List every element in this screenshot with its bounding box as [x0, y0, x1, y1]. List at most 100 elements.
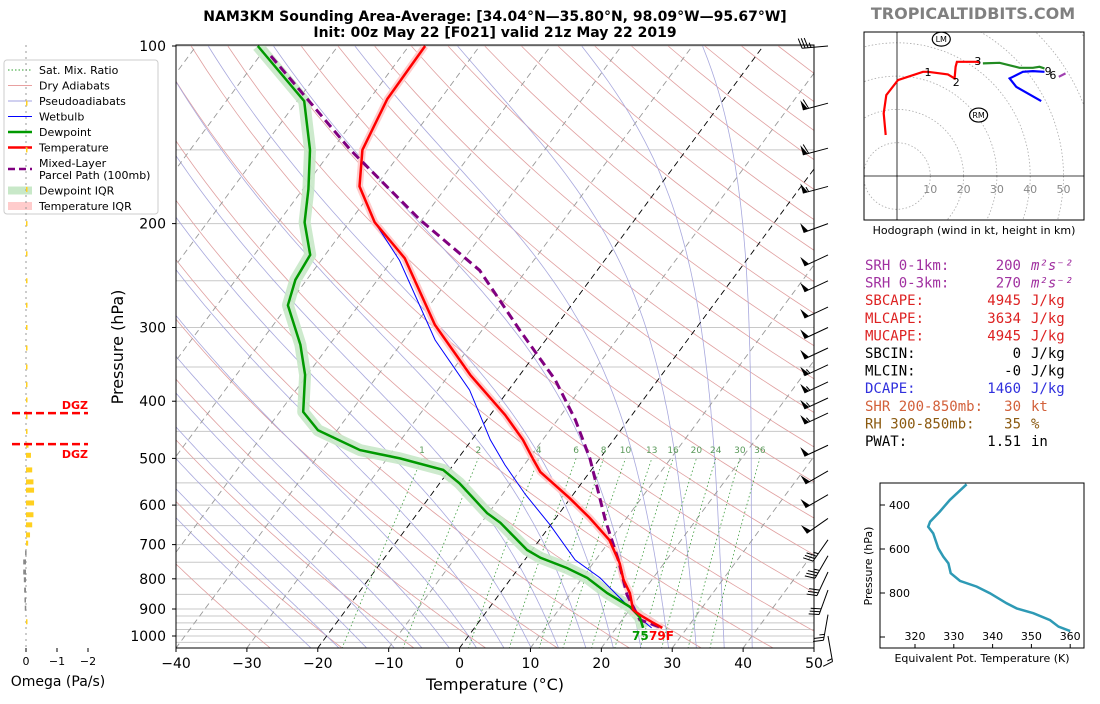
- omega-bar: [26, 619, 28, 624]
- dry-adiabat-line: [485, 46, 1100, 649]
- omega-bar: [26, 382, 28, 387]
- wind-barbs: [798, 38, 832, 666]
- mixing-ratio-label: 13: [646, 446, 657, 456]
- surface-dewpoint-label: 75: [632, 629, 649, 643]
- parameter-label: SHR 200-850mb:: [865, 399, 983, 415]
- parameter-label: SRH 0-1km:: [865, 258, 949, 274]
- theta-e-y-tick-label: 600: [889, 543, 910, 556]
- theta-e-y-axis-label: Pressure (hPa): [862, 527, 875, 606]
- legend-label: Temperature: [38, 142, 109, 155]
- hodograph-trace: [1010, 71, 1045, 101]
- parameter-unit: J/kg: [1031, 346, 1065, 362]
- parameter-unit: kt: [1031, 399, 1048, 415]
- dry-adiabat-line: [81, 46, 702, 649]
- barb-feather: [814, 637, 824, 638]
- storm-motion-label: RM: [972, 111, 985, 120]
- mixing-ratio-label: 8: [601, 446, 607, 456]
- legend-label: Pseudoadiabats: [39, 95, 126, 108]
- y-tick-label: 300: [139, 321, 166, 337]
- skewt-plot-frame: [176, 45, 814, 648]
- omega-bar: [26, 453, 31, 458]
- omega-bar: [26, 346, 28, 351]
- barb-pennant: [800, 223, 808, 232]
- omega-bar: [24, 588, 26, 593]
- skewt-y-axis-label: Pressure (hPa): [108, 290, 127, 405]
- y-tick-label: 1000: [130, 629, 166, 645]
- legend-label: Parcel Path (100mb): [39, 169, 150, 182]
- mixing-ratio-label: 1: [419, 446, 425, 456]
- barb-feather: [813, 640, 823, 641]
- x-tick-label: −30: [232, 656, 262, 672]
- parameter-value: 30: [1004, 399, 1021, 415]
- parameter-label: MUCAPE:: [865, 328, 924, 344]
- hodograph-ring-label: 40: [1023, 183, 1037, 196]
- barb-half-feather: [819, 634, 824, 635]
- hodograph-trace: [983, 63, 1045, 69]
- parameter-unit: %: [1031, 416, 1040, 432]
- parameter-value: 0: [1013, 346, 1021, 362]
- theta-e-line: [928, 484, 1070, 631]
- legend-swatch: [8, 187, 32, 195]
- x-tick-label: −10: [374, 656, 404, 672]
- omega-bar: [26, 303, 28, 308]
- theta-e-x-tick-label: 360: [1060, 630, 1081, 643]
- hodograph-ring-label: 30: [990, 183, 1004, 196]
- mixing-ratio-label: 16: [667, 446, 679, 456]
- omega-bar: [26, 414, 28, 419]
- theta-e-x-tick-label: 320: [905, 630, 926, 643]
- theta-e-x-tick-label: 340: [982, 630, 1003, 643]
- barb-feather: [805, 576, 815, 578]
- dewpoint-line: [258, 46, 643, 628]
- legend-label: Wetbulb: [39, 111, 84, 124]
- y-tick-label: 600: [139, 498, 166, 514]
- omega-axis-label: Omega (Pa/s): [11, 674, 106, 690]
- omega-bar: [26, 467, 32, 472]
- barb-feather: [809, 614, 819, 615]
- hodograph-height-label: 2: [953, 76, 960, 89]
- mixing-ratio-label: 24: [710, 446, 722, 456]
- pseudoadiabat-line: [703, 46, 753, 649]
- parameter-label: DCAPE:: [865, 381, 916, 397]
- hodograph-height-label: 1: [924, 66, 931, 79]
- pseudoadiabat-line: [582, 46, 725, 649]
- parameter-unit: J/kg: [1031, 381, 1065, 397]
- omega-bar: [23, 559, 26, 564]
- brand-logo: TROPICALTIDBITS.COM: [871, 4, 1075, 23]
- parameter-label: RH 300-850mb:: [865, 416, 975, 432]
- omega-bar: [26, 500, 34, 505]
- mixing-ratio-label: 30: [734, 446, 746, 456]
- parameter-label: SRH 0-3km:: [865, 276, 949, 292]
- wind-barb: [813, 615, 828, 642]
- hodograph-height-label: 3: [974, 55, 981, 68]
- theta-e-y-tick-label: 800: [889, 587, 910, 600]
- mixing-ratio-line: [710, 458, 760, 648]
- omega-bar: [26, 397, 28, 402]
- parameter-label: SBCAPE:: [865, 293, 924, 309]
- barb-feather: [811, 608, 821, 609]
- parameter-unit: m²s⁻²: [1030, 276, 1073, 292]
- legend-label: Temperature IQR: [38, 200, 132, 213]
- parameter-value: 3634: [987, 311, 1021, 327]
- omega-bar: [26, 251, 28, 256]
- dewpoint-iqr-band: [258, 46, 643, 628]
- barb-staff: [819, 590, 828, 614]
- barb-feather: [806, 573, 816, 575]
- mixing-ratio-label: 2: [475, 446, 481, 456]
- y-tick-label: 400: [139, 394, 166, 410]
- omega-bar: [25, 606, 27, 611]
- chart-subtitle: Init: 00z May 22 [F021] valid 21z May 22…: [313, 25, 676, 41]
- x-tick-label: 50: [805, 656, 823, 672]
- omega-bar: [26, 479, 33, 484]
- parameter-value: 1.51: [987, 434, 1021, 450]
- barb-staff: [823, 615, 828, 641]
- mixing-ratio-line: [342, 458, 422, 648]
- dry-adiabat-line: [375, 46, 1100, 649]
